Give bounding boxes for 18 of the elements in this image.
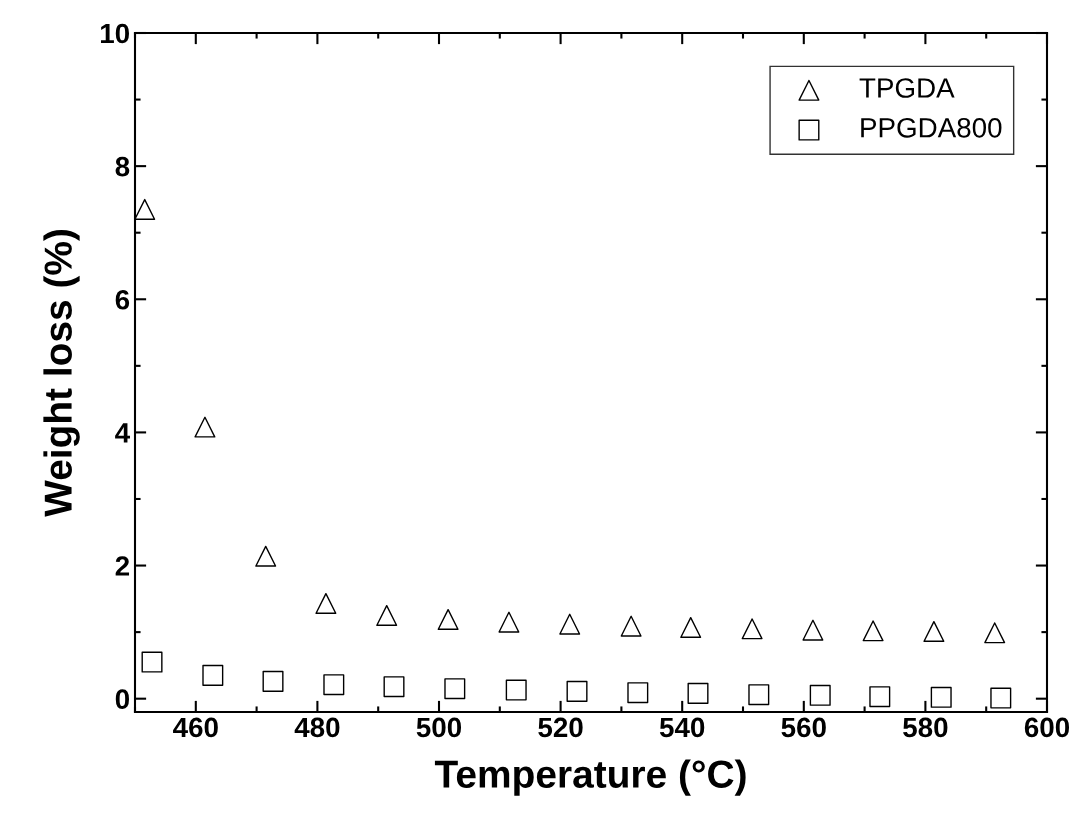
x-tick-label: 520 (538, 717, 583, 738)
x-tick-label: 600 (1024, 717, 1070, 738)
legend-label: PPGDA800 (861, 117, 1002, 138)
y-tick-label: 4 (115, 423, 130, 443)
x-tick-label: 480 (294, 717, 340, 738)
x-tick-label: 560 (781, 717, 826, 738)
y-tick-label: 6 (115, 289, 130, 310)
x-tick-label: 580 (903, 717, 948, 738)
legend-label: TPGDA (859, 78, 955, 98)
y-tick-label: 0 (115, 689, 129, 710)
y-axis-title: Weight loss (%) (43, 230, 80, 517)
y-tick-label: 8 (115, 156, 130, 177)
x-axis-title: Temperature (°C) (434, 759, 746, 796)
y-tick-label: 10 (100, 23, 129, 44)
x-tick-label: 500 (416, 717, 462, 738)
x-tick-label: 540 (659, 717, 705, 738)
x-tick-label: 460 (173, 717, 218, 738)
y-tick-label: 2 (115, 556, 130, 576)
